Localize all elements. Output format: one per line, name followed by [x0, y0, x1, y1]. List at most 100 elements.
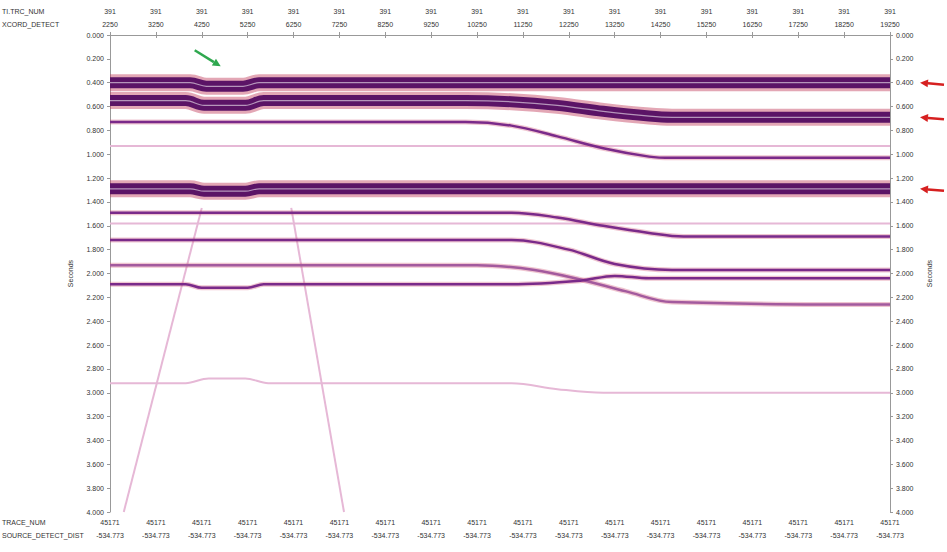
svg-text:1.000: 1.000	[86, 151, 104, 158]
svg-text:15250: 15250	[697, 21, 717, 28]
svg-text:3.200: 3.200	[896, 413, 914, 420]
svg-text:2.000: 2.000	[86, 270, 104, 277]
svg-text:-534.773: -534.773	[371, 532, 399, 539]
svg-text:391: 391	[471, 8, 483, 15]
svg-text:7250: 7250	[332, 21, 348, 28]
svg-text:-534.773: -534.773	[739, 532, 767, 539]
svg-text:3.600: 3.600	[86, 461, 104, 468]
svg-text:-534.773: -534.773	[601, 532, 629, 539]
svg-text:Seconds: Seconds	[926, 259, 933, 287]
svg-text:13250: 13250	[605, 21, 625, 28]
svg-text:2.600: 2.600	[896, 342, 914, 349]
svg-text:45171: 45171	[559, 519, 579, 526]
svg-text:1.600: 1.600	[86, 222, 104, 229]
svg-text:12250: 12250	[559, 21, 579, 28]
svg-text:3.000: 3.000	[896, 389, 914, 396]
svg-text:0.200: 0.200	[896, 55, 914, 62]
svg-text:45171: 45171	[513, 519, 533, 526]
svg-text:391: 391	[150, 8, 162, 15]
svg-text:45171: 45171	[238, 519, 258, 526]
svg-text:5250: 5250	[240, 21, 256, 28]
svg-text:0.000: 0.000	[896, 32, 914, 39]
svg-text:1.800: 1.800	[896, 246, 914, 253]
svg-text:2.000: 2.000	[896, 270, 914, 277]
svg-text:1.000: 1.000	[896, 151, 914, 158]
svg-text:391: 391	[288, 8, 300, 15]
svg-text:45171: 45171	[697, 519, 717, 526]
svg-text:8250: 8250	[378, 21, 394, 28]
svg-text:9250: 9250	[423, 21, 439, 28]
svg-text:-534.773: -534.773	[876, 532, 904, 539]
svg-text:1.800: 1.800	[86, 246, 104, 253]
svg-text:0.000: 0.000	[86, 32, 104, 39]
svg-text:3.200: 3.200	[86, 413, 104, 420]
svg-text:-534.773: -534.773	[784, 532, 812, 539]
svg-text:3.800: 3.800	[86, 485, 104, 492]
svg-text:Seconds: Seconds	[67, 259, 74, 287]
svg-text:6250: 6250	[286, 21, 302, 28]
svg-text:45171: 45171	[880, 519, 900, 526]
svg-text:391: 391	[379, 8, 391, 15]
svg-text:45171: 45171	[834, 519, 854, 526]
svg-text:11250: 11250	[513, 21, 532, 28]
svg-text:-534.773: -534.773	[142, 532, 170, 539]
svg-text:1.200: 1.200	[86, 175, 104, 182]
svg-text:3.400: 3.400	[896, 437, 914, 444]
svg-text:45171: 45171	[146, 519, 166, 526]
svg-text:2.400: 2.400	[86, 318, 104, 325]
svg-text:391: 391	[655, 8, 667, 15]
svg-text:391: 391	[104, 8, 116, 15]
svg-text:XCORD_DETECT: XCORD_DETECT	[2, 21, 60, 29]
svg-text:-534.773: -534.773	[830, 532, 858, 539]
svg-text:1.400: 1.400	[86, 198, 104, 205]
svg-text:45171: 45171	[192, 519, 212, 526]
svg-text:2.800: 2.800	[86, 365, 104, 372]
svg-text:45171: 45171	[330, 519, 350, 526]
svg-text:TRACE_NUM: TRACE_NUM	[2, 519, 46, 527]
svg-text:45171: 45171	[605, 519, 625, 526]
svg-text:391: 391	[701, 8, 713, 15]
svg-text:-534.773: -534.773	[234, 532, 262, 539]
svg-text:2.600: 2.600	[86, 342, 104, 349]
svg-text:391: 391	[242, 8, 254, 15]
svg-text:45171: 45171	[789, 519, 809, 526]
svg-text:0.800: 0.800	[896, 127, 914, 134]
svg-text:391: 391	[884, 8, 896, 15]
svg-text:2.400: 2.400	[896, 318, 914, 325]
svg-text:2.200: 2.200	[896, 294, 914, 301]
svg-text:16250: 16250	[743, 21, 763, 28]
svg-text:391: 391	[609, 8, 621, 15]
svg-text:391: 391	[517, 8, 529, 15]
svg-text:2.200: 2.200	[86, 294, 104, 301]
svg-text:45171: 45171	[376, 519, 396, 526]
svg-text:0.200: 0.200	[86, 55, 104, 62]
svg-text:1.400: 1.400	[896, 198, 914, 205]
svg-text:TI.TRC_NUM: TI.TRC_NUM	[2, 8, 45, 16]
svg-text:-534.773: -534.773	[326, 532, 354, 539]
svg-text:14250: 14250	[651, 21, 671, 28]
svg-text:-534.773: -534.773	[509, 532, 537, 539]
svg-text:45171: 45171	[284, 519, 304, 526]
svg-text:3250: 3250	[148, 21, 164, 28]
svg-text:3.000: 3.000	[86, 389, 104, 396]
svg-text:0.600: 0.600	[86, 103, 104, 110]
svg-text:18250: 18250	[834, 21, 854, 28]
svg-text:17250: 17250	[789, 21, 809, 28]
svg-text:-534.773: -534.773	[96, 532, 124, 539]
svg-text:-534.773: -534.773	[417, 532, 445, 539]
svg-text:0.800: 0.800	[86, 127, 104, 134]
svg-text:19250: 19250	[880, 21, 900, 28]
svg-text:391: 391	[792, 8, 804, 15]
svg-text:-534.773: -534.773	[188, 532, 216, 539]
svg-text:-534.773: -534.773	[555, 532, 583, 539]
svg-text:391: 391	[425, 8, 437, 15]
svg-text:1.600: 1.600	[896, 222, 914, 229]
svg-text:4.000: 4.000	[86, 509, 104, 516]
svg-text:45171: 45171	[467, 519, 487, 526]
svg-text:391: 391	[334, 8, 346, 15]
svg-text:3.400: 3.400	[86, 437, 104, 444]
svg-text:0.600: 0.600	[896, 103, 914, 110]
svg-text:391: 391	[747, 8, 759, 15]
svg-text:2.800: 2.800	[896, 365, 914, 372]
svg-text:-534.773: -534.773	[463, 532, 491, 539]
